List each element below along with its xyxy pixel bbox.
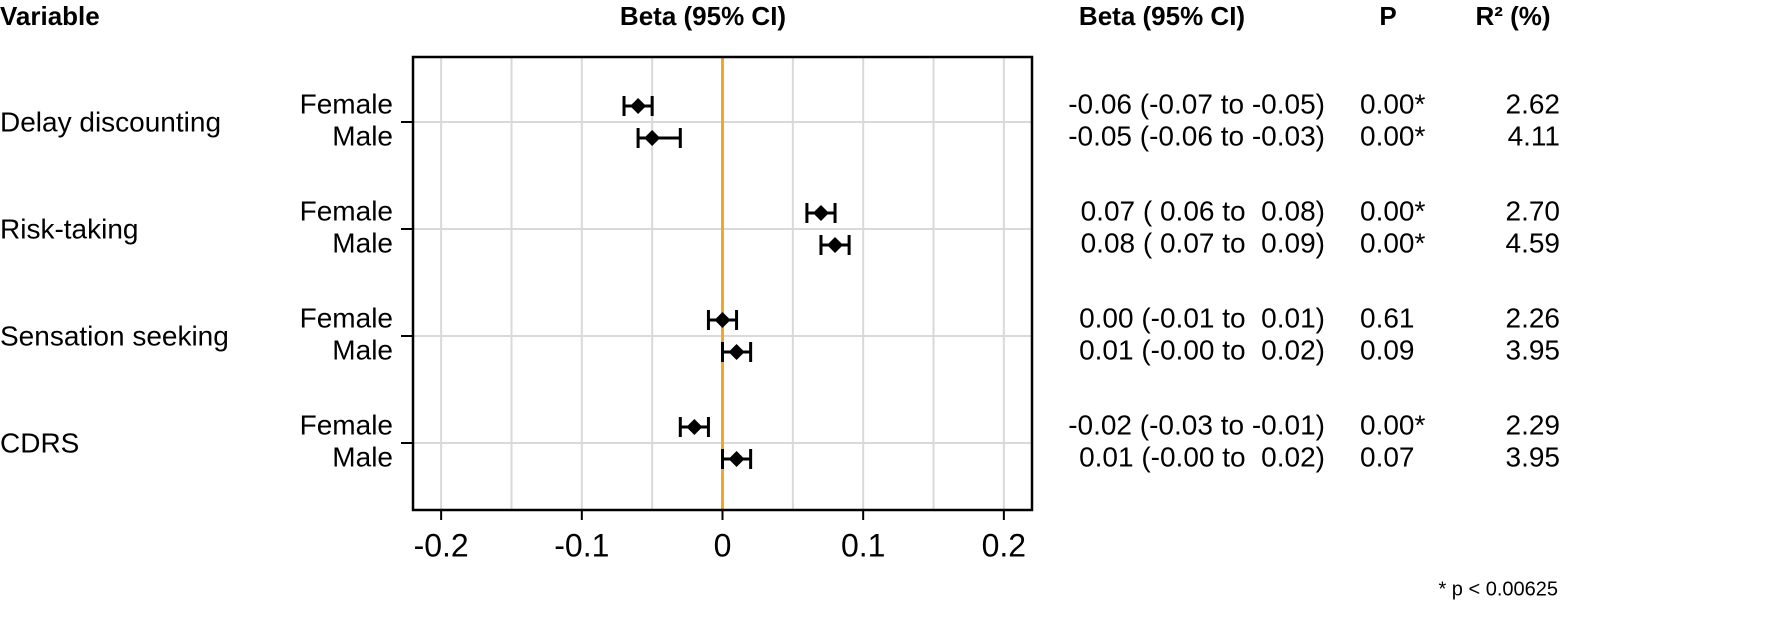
p-label: 0.00* xyxy=(1360,409,1425,440)
estimate-point xyxy=(630,98,647,114)
ci-label: 0.00 (-0.01 to 0.01) xyxy=(1079,302,1325,333)
subgroup-label: Male xyxy=(332,120,393,151)
subgroup-label: Male xyxy=(332,441,393,472)
subgroup-label: Female xyxy=(300,195,393,226)
subgroup-label: Female xyxy=(300,409,393,440)
ci-header: Beta (95% CI) xyxy=(1079,1,1245,31)
ci-label: 0.08 ( 0.07 to 0.09) xyxy=(1081,227,1325,258)
p-label: 0.00* xyxy=(1360,120,1425,151)
r2-label: 4.11 xyxy=(1508,120,1560,151)
estimate-point xyxy=(644,130,661,146)
x-tick-label: 0.1 xyxy=(841,527,885,563)
estimate-point xyxy=(812,205,829,221)
x-tick-label: 0.2 xyxy=(982,527,1026,563)
subgroup-label: Male xyxy=(332,334,393,365)
ci-label: 0.07 ( 0.06 to 0.08) xyxy=(1081,195,1325,226)
variable-label: Sensation seeking xyxy=(0,320,229,351)
r2-header: R² (%) xyxy=(1475,1,1550,31)
ci-label: -0.05 (-0.06 to -0.03) xyxy=(1068,120,1325,151)
variable-label: CDRS xyxy=(0,427,79,458)
x-tick-label: 0 xyxy=(714,527,732,563)
estimate-point xyxy=(728,344,745,360)
subgroup-label: Male xyxy=(332,227,393,258)
subgroup-label: Female xyxy=(300,88,393,119)
ci-label: -0.06 (-0.07 to -0.05) xyxy=(1068,88,1325,119)
variable-label: Delay discounting xyxy=(0,106,221,137)
r2-label: 2.70 xyxy=(1506,195,1561,226)
ci-label: 0.01 (-0.00 to 0.02) xyxy=(1079,334,1325,365)
estimate-point xyxy=(728,451,745,467)
r2-label: 3.95 xyxy=(1506,441,1561,472)
r2-label: 2.26 xyxy=(1506,302,1561,333)
subgroup-label: Female xyxy=(300,302,393,333)
p-label: 0.61 xyxy=(1360,302,1415,333)
plot-header: Beta (95% CI) xyxy=(620,1,786,31)
p-label: 0.09 xyxy=(1360,334,1415,365)
r2-label: 2.29 xyxy=(1506,409,1561,440)
p-header: P xyxy=(1379,1,1396,31)
ci-label: -0.02 (-0.03 to -0.01) xyxy=(1068,409,1325,440)
x-tick-label: -0.1 xyxy=(554,527,609,563)
r2-label: 2.62 xyxy=(1506,88,1561,119)
r2-label: 3.95 xyxy=(1506,334,1561,365)
variable-label: Risk-taking xyxy=(0,213,138,244)
p-label: 0.00* xyxy=(1360,88,1425,119)
ci-label: 0.01 (-0.00 to 0.02) xyxy=(1079,441,1325,472)
footnote: * p < 0.00625 xyxy=(1438,578,1558,600)
p-label: 0.00* xyxy=(1360,227,1425,258)
estimate-point xyxy=(827,237,844,253)
estimate-point xyxy=(686,419,703,435)
r2-label: 4.59 xyxy=(1506,227,1561,258)
variable-header: Variable xyxy=(0,1,100,31)
p-label: 0.00* xyxy=(1360,195,1425,226)
p-label: 0.07 xyxy=(1360,441,1415,472)
estimate-point xyxy=(714,312,731,328)
x-tick-label: -0.2 xyxy=(414,527,469,563)
